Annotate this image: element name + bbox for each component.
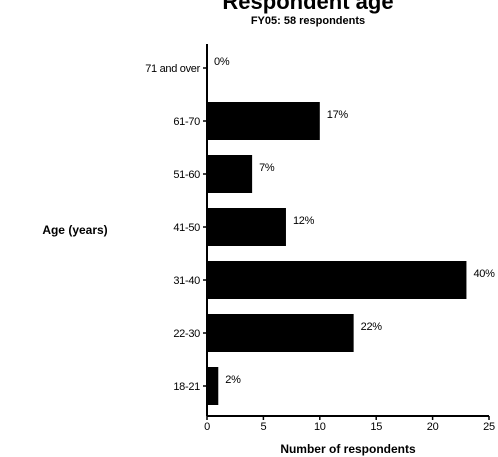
bar-22-30 [207,314,354,352]
bar-18-21 [207,367,219,405]
chart-title: Respondent age [222,0,393,14]
data-label-31-40: 40% [473,268,495,280]
data-label-22-30: 22% [361,321,383,333]
y-tick-label-61-70: 61-70 [173,116,200,128]
x-tick-label-5: 5 [260,421,266,433]
x-tick-label-0: 0 [204,421,210,433]
bar-41-50 [207,208,286,246]
y-tick-label-31-40: 31-40 [173,275,200,287]
x-tick-label-20: 20 [427,421,439,433]
y-tick-label-22-30: 22-30 [173,328,200,340]
data-label-18-21: 2% [225,374,241,386]
y-tick-label-51-60: 51-60 [173,169,200,181]
data-label-51-60: 7% [259,162,275,174]
bar-51-60 [207,155,253,193]
x-axis-title: Number of respondents [280,442,416,456]
chart-subtitle: FY05: 58 respondents [251,15,365,27]
x-tick-label-25: 25 [483,421,495,433]
bar-61-70 [207,102,320,140]
y-tick-label-71 and over: 71 and over [145,63,200,75]
data-label-61-70: 17% [327,109,349,121]
y-tick-label-18-21: 18-21 [173,381,200,393]
x-tick-label-15: 15 [370,421,382,433]
data-label-71 and over: 0% [214,56,230,68]
data-label-41-50: 12% [293,215,315,227]
y-axis-title: Age (years) [42,223,107,237]
bar-31-40 [207,261,467,299]
y-tick-label-41-50: 41-50 [173,222,200,234]
plot-area: 2% 18-21 22% 22-30 40% 31-40 12% 41-50 7% 51-60 17… [145,44,495,433]
x-tick-label-10: 10 [314,421,326,433]
